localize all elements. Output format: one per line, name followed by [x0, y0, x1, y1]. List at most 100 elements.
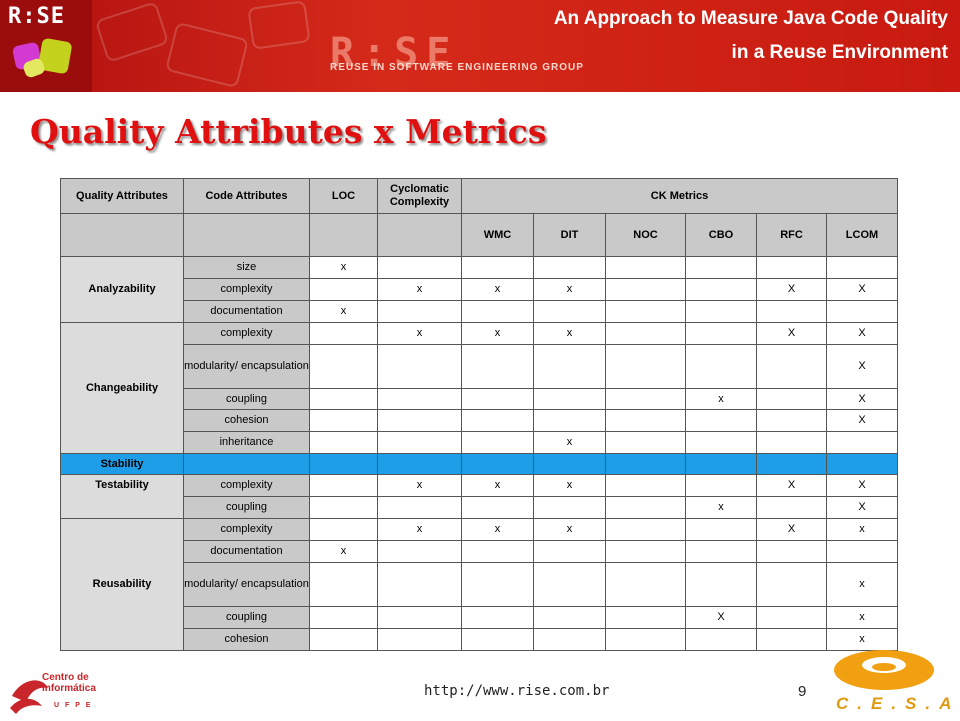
cell-wmc: x: [461, 322, 534, 345]
header-noc: NOC: [605, 213, 686, 257]
cell-dit: x: [533, 474, 606, 497]
code-attribute: modularity/ encapsulation: [183, 344, 310, 389]
code-attribute: complexity: [183, 518, 310, 541]
cell-loc: [309, 409, 378, 432]
rise-watermark: R:SE: [330, 30, 459, 76]
cell-noc: [605, 409, 686, 432]
cell-loc: [309, 518, 378, 541]
cell-noc: [605, 431, 686, 454]
cell-noc: [605, 628, 686, 651]
cell-loc: [309, 344, 378, 389]
header-cbo: CBO: [685, 213, 757, 257]
code-attribute: complexity: [183, 474, 310, 497]
header-dit: DIT: [533, 213, 606, 257]
cell-cc: [377, 453, 462, 475]
header-lcom: LCOM: [826, 213, 898, 257]
cell-rfc: X: [756, 474, 827, 497]
table-row: coupling X x: [61, 606, 898, 629]
cell-lcom: [826, 453, 898, 475]
code-attribute: complexity: [183, 322, 310, 345]
table-row: modularity/ encapsulation X: [61, 344, 898, 389]
cell-noc: [605, 496, 686, 519]
cell-wmc: [461, 256, 534, 279]
header-quality-attributes: Quality Attributes: [60, 178, 184, 214]
header-banner: R:SE R:SE REUSE IN SOFTWARE ENGINEERING …: [0, 0, 960, 92]
cell-dit: x: [533, 518, 606, 541]
table-row: coupling x X: [61, 388, 898, 410]
cell-loc: [309, 431, 378, 454]
table-row: inheritance x: [61, 431, 898, 454]
cell-cc: [377, 540, 462, 563]
cell-wmc: [461, 562, 534, 607]
cell-loc: x: [309, 300, 378, 323]
code-attribute: modularity/ encapsulation: [183, 562, 310, 607]
quality-attribute-changeability: Changeability: [60, 322, 184, 454]
cell-lcom: X: [826, 344, 898, 389]
cell-dit: x: [533, 322, 606, 345]
cell-cbo: [685, 322, 757, 345]
cell-rfc: [756, 344, 827, 389]
cell-lcom: X: [826, 278, 898, 301]
cell-cbo: [685, 453, 757, 475]
quality-attribute-stability: Stability: [60, 453, 184, 475]
cell-loc: x: [309, 256, 378, 279]
cell-lcom: X: [826, 474, 898, 497]
cell-wmc: [461, 388, 534, 410]
cesar-logo-text: C.E.S.A.R: [836, 694, 960, 713]
presentation-title-line2: in a Reuse Environment: [731, 42, 948, 63]
cell-lcom: x: [826, 606, 898, 629]
cell-noc: [605, 606, 686, 629]
cesar-logo: [826, 648, 946, 718]
cell-rfc: [756, 388, 827, 410]
puzzle-watermark-icon: [94, 1, 170, 63]
cell-cc: [377, 300, 462, 323]
cell-noc: [605, 518, 686, 541]
table-row: documentation x: [61, 300, 898, 323]
code-attribute: documentation: [183, 540, 310, 563]
table-row-stability: Stability: [60, 453, 898, 475]
cell-noc: [605, 540, 686, 563]
cell-wmc: [461, 409, 534, 432]
cell-noc: [605, 322, 686, 345]
cell-dit: x: [533, 431, 606, 454]
cell-rfc: [756, 453, 827, 475]
puzzle-watermark-icon: [247, 0, 311, 50]
cell-dit: x: [533, 278, 606, 301]
cell-wmc: [461, 540, 534, 563]
table-row: Reusability complexity x x x X x: [60, 518, 898, 651]
header-ck-metrics: CK Metrics: [461, 178, 898, 214]
cell-cbo: [685, 344, 757, 389]
header-code-attributes: Code Attributes: [183, 178, 310, 214]
code-attribute: coupling: [183, 388, 310, 410]
cell-cbo: [685, 278, 757, 301]
cell-cbo: [685, 518, 757, 541]
cell-loc: [309, 562, 378, 607]
cell-dit: [533, 300, 606, 323]
cell-cc: [377, 496, 462, 519]
puzzle-watermark-icon: [165, 21, 249, 89]
page-number: 9: [798, 683, 807, 700]
table-row: cohesion x: [61, 628, 898, 651]
cell-cbo: [685, 431, 757, 454]
cell-cbo: x: [685, 388, 757, 410]
cell-noc: [605, 453, 686, 475]
cell-lcom: [826, 256, 898, 279]
cell-wmc: [461, 431, 534, 454]
header-rfc: RFC: [756, 213, 827, 257]
cell-wmc: [461, 628, 534, 651]
subheader-row: WMC DIT NOC CBO RFC LCOM: [60, 213, 898, 257]
cell-cc: [377, 256, 462, 279]
cell-loc: [309, 322, 378, 345]
cell-cbo: [685, 300, 757, 323]
presentation-title-line1: An Approach to Measure Java Code Quality: [553, 8, 948, 29]
table-row: documentation x: [61, 540, 898, 563]
rise-logo-text: R:SE: [8, 4, 65, 29]
cell-noc: [605, 256, 686, 279]
cell-loc: x: [309, 540, 378, 563]
cell-wmc: [461, 453, 534, 475]
cell-rfc: X: [756, 322, 827, 345]
cell-loc: [309, 474, 378, 497]
cell-cc: [377, 409, 462, 432]
table-row: modularity/ encapsulation x: [61, 562, 898, 607]
quality-attribute-analyzability: Analyzability: [60, 256, 184, 323]
